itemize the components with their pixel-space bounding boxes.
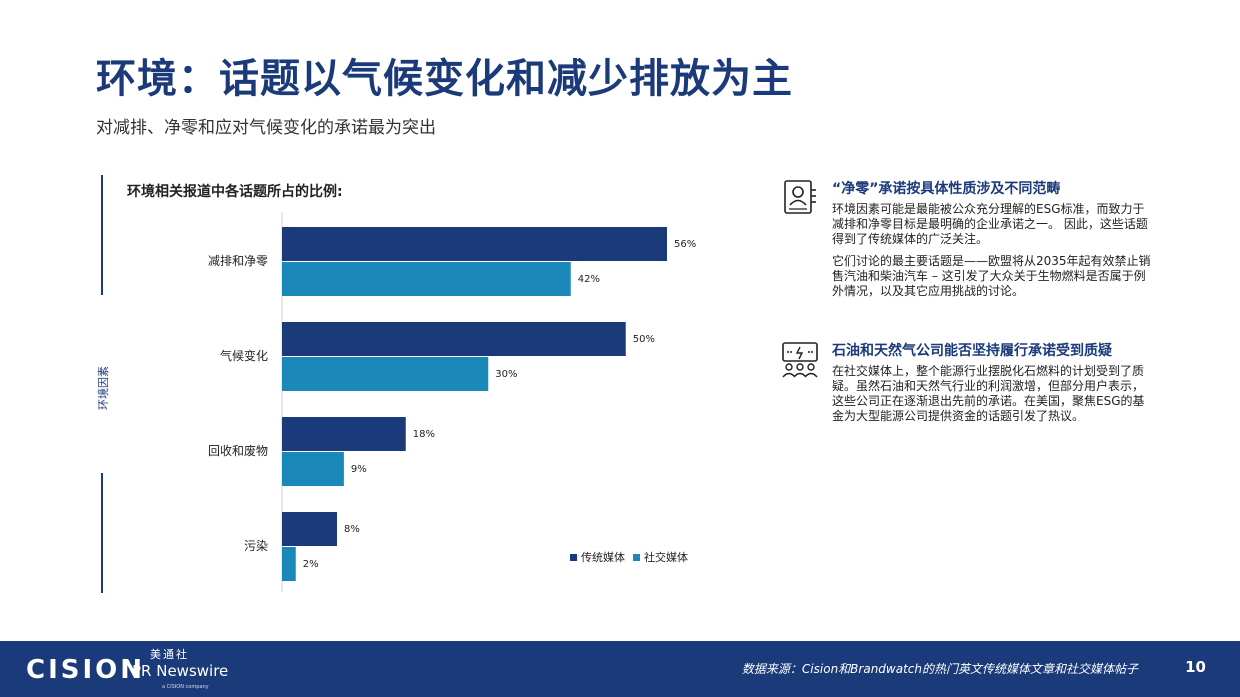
bar-traditional <box>282 512 337 546</box>
side-rule-top <box>101 175 103 295</box>
data-label: 50% <box>633 334 655 345</box>
footer-bar: CISION 美通社 PR Newswire a CISION company … <box>0 641 1240 697</box>
logo-pr-newswire: PR Newswire <box>132 662 229 680</box>
bar-traditional <box>282 417 406 451</box>
data-label: 18% <box>413 429 435 440</box>
category-label: 减排和净零 <box>208 254 268 268</box>
legend-swatch-social <box>633 553 640 561</box>
panel-paragraph: 环境因素可能是最能被公众充分理解的ESG标准，而致力于减排和净零目标是最明确的企… <box>832 202 1148 246</box>
category-label: 气候变化 <box>220 348 268 363</box>
panel-title: “净零”承诺按具体性质涉及不同范畴 <box>832 181 1061 197</box>
side-rule-bottom <box>101 473 103 593</box>
cision-logo-text: CISION <box>26 655 146 685</box>
logo-small: a CISION company <box>162 684 209 690</box>
bar-chart: 减排和净零 56% 42% 气候变化 50% 30% 回收和废物 18% 9% 污染 8% 2% <box>208 212 696 592</box>
legend-label-traditional: 传统媒体 <box>581 551 625 564</box>
data-label: 9% <box>351 464 367 475</box>
data-label: 8% <box>344 524 360 535</box>
legend-swatch-traditional <box>570 553 577 561</box>
bar-social <box>282 452 344 486</box>
data-label: 56% <box>674 239 696 250</box>
category-label: 回收和废物 <box>208 443 268 458</box>
pr-newswire-logo: 美通社 PR Newswire a CISION company <box>132 649 228 693</box>
bar-social <box>282 547 296 581</box>
chart-legend: 传统媒体 社交媒体 <box>570 549 688 565</box>
data-label: 30% <box>495 369 517 380</box>
panel-paragraph: 它们讨论的最主要话题是——欧盟将从2035年起有效禁止销售汽油和柴油汽车 – 这… <box>832 254 1151 298</box>
chart-title: 环境相关报道中各话题所占的比例: <box>127 184 343 200</box>
bar-social <box>282 357 489 391</box>
insight-panel-net-zero: “净零”承诺按具体性质涉及不同范畴 环境因素可能是最能被公众充分理解的ESG标准… <box>780 178 1160 318</box>
legend-item-social: 社交媒体 <box>633 549 688 565</box>
bar-traditional <box>282 322 626 356</box>
id-badge-icon <box>784 180 816 214</box>
people-discussion-icon <box>782 342 818 378</box>
insight-panel-oil-gas: 石油和天然气公司能否坚持履行承诺受到质疑 在社交媒体上，整个能源行业摆脱化石燃料… <box>780 340 1160 450</box>
page-subtitle: 对减排、净零和应对气候变化的承诺最为突出 <box>96 118 436 138</box>
data-label: 2% <box>303 559 319 570</box>
bar-social <box>282 262 571 296</box>
legend-item-traditional: 传统媒体 <box>570 549 625 565</box>
category-label: 污染 <box>244 538 268 553</box>
legend-label-social: 社交媒体 <box>644 551 688 564</box>
panel-paragraph: 在社交媒体上，整个能源行业摆脱化石燃料的计划受到了质疑。虽然石油和天然气行业的利… <box>832 364 1145 423</box>
source-note: 数据来源：Cision和Brandwatch的热门英文传统媒体文章和社交媒体帖子 <box>741 662 1138 676</box>
panel-title: 石油和天然气公司能否坚持履行承诺受到质疑 <box>832 343 1112 359</box>
panel-body: 在社交媒体上，整个能源行业摆脱化石燃料的计划受到了质疑。虽然石油和天然气行业的利… <box>832 364 1152 431</box>
panel-body: 环境因素可能是最能被公众充分理解的ESG标准，而致力于减排和净零目标是最明确的企… <box>832 202 1152 306</box>
bar-traditional <box>282 227 667 261</box>
page-number: 10 <box>1185 658 1206 676</box>
logo-cn: 美通社 <box>150 648 189 661</box>
cision-logo: CISION <box>26 655 145 685</box>
page-title: 环境：话题以气候变化和减少排放为主 <box>96 56 793 102</box>
data-label: 42% <box>578 274 600 285</box>
